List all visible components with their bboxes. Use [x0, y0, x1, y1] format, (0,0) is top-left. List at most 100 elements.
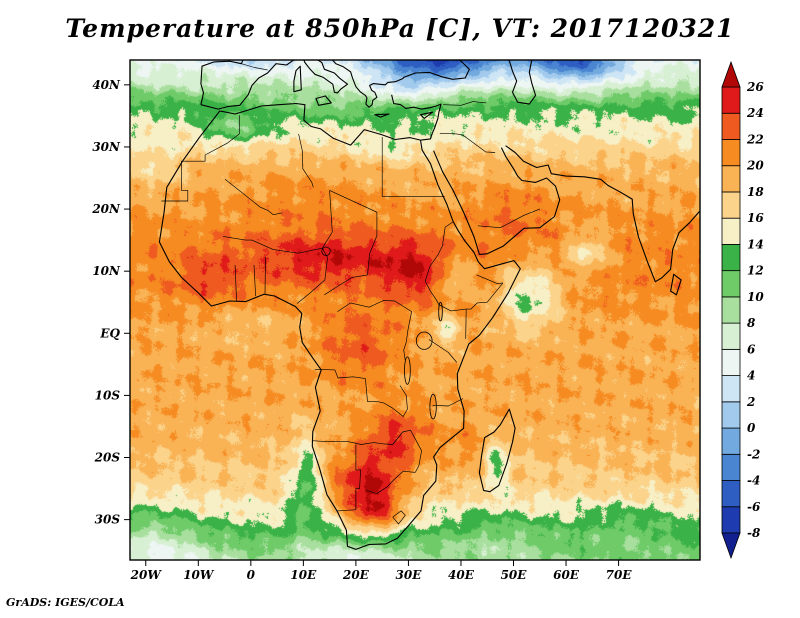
country-border [224, 179, 283, 216]
coastline-caspian [508, 60, 537, 105]
country-border [253, 264, 256, 297]
colorbar-cell-0-2 [721, 401, 741, 429]
coastline-iberia-atlantic [200, 60, 244, 105]
country-border [432, 398, 464, 407]
country-border [264, 256, 266, 294]
coastline-crete [374, 113, 390, 118]
colorbar-cell-18-20 [721, 165, 741, 193]
colorbar-arrow-bottom [721, 532, 741, 560]
y-tick-label-40N: 40N [92, 78, 121, 92]
y-tick-label-30S: 30S [95, 513, 121, 527]
x-tick-label-0: 0 [247, 568, 256, 582]
coastline-africa [158, 102, 521, 550]
colorbar-label-12: 12 [747, 264, 764, 278]
x-tick-label-20E: 20E [342, 568, 370, 582]
colorbar-label-8: 8 [747, 316, 756, 330]
colorbar-cell-24-26 [721, 86, 741, 114]
country-border [443, 101, 487, 106]
lake-turkana [438, 301, 443, 322]
colorbar-label-22: 22 [746, 133, 764, 147]
x-tick-label-70E: 70E [606, 568, 633, 582]
colorbar-cell-6-8 [721, 322, 741, 350]
colorbar-cell-14-16 [721, 217, 741, 245]
country-border [424, 244, 503, 312]
colorbar-label-18: 18 [747, 185, 764, 199]
colorbar-label--2: -2 [747, 447, 760, 461]
country-border [477, 208, 540, 229]
x-tick-label-50E: 50E [501, 568, 528, 582]
country-border [465, 309, 467, 339]
colorbar-label-6: 6 [747, 342, 756, 356]
x-tick-label-10W: 10W [183, 568, 215, 582]
country-border [329, 190, 378, 275]
country-border [392, 510, 406, 525]
country-border [439, 132, 496, 153]
colorbar-cell-22-24 [721, 112, 741, 140]
y-tick-label-10S: 10S [95, 388, 121, 402]
colorbar-label-24: 24 [746, 106, 764, 120]
colorbar-cell-2-4 [721, 375, 741, 403]
map-lines [158, 60, 700, 550]
temperature-field-canvas [130, 60, 700, 560]
colorbar-label-20: 20 [746, 159, 764, 173]
y-tick-label-10N: 10N [92, 264, 121, 278]
colorbar-label-10: 10 [747, 290, 764, 304]
country-border [324, 274, 368, 296]
colorbar-cell--6--4 [721, 480, 741, 508]
colorbar-cell-12-14 [721, 244, 741, 272]
plot-frame [129, 59, 701, 561]
country-border [476, 274, 504, 284]
country-border [442, 221, 454, 245]
colorbar-label-16: 16 [747, 211, 764, 225]
coastline-arabia [433, 147, 561, 255]
x-tick-label-40E: 40E [448, 568, 475, 582]
country-border [410, 430, 422, 473]
colorbar-cell--2-0 [721, 427, 741, 455]
country-border [312, 440, 384, 445]
attribution-text: GrADS: IGES/COLA [6, 596, 125, 609]
coastline-madagascar [478, 408, 516, 493]
country-border [337, 300, 412, 361]
y-tick-label-20N: 20N [91, 202, 121, 216]
coastline-levant-turkey [391, 94, 442, 141]
page-title: Temperature at 850hPa [C], VT: 201712032… [65, 14, 735, 43]
coastline-cyprus [419, 111, 434, 119]
lake-tanganyika [404, 356, 411, 385]
colorbar-cell-8-10 [721, 296, 741, 324]
colorbar-arrow-top [721, 60, 741, 88]
colorbar-cell--4--2 [721, 453, 741, 481]
country-border [366, 470, 416, 494]
coastline-sri-lanka [670, 273, 682, 296]
country-border [298, 133, 314, 188]
y-tick-label-30N: 30N [92, 140, 121, 154]
colorbar-label-14: 14 [747, 237, 764, 251]
x-tick-label-10E: 10E [290, 568, 317, 582]
x-tick-label-30E: 30E [396, 568, 423, 582]
colorbar-label-26: 26 [746, 80, 764, 94]
country-border [337, 444, 361, 512]
country-border [376, 385, 408, 417]
colorbar-label-2: 2 [746, 395, 755, 409]
country-border [296, 190, 333, 304]
lake-chad [321, 246, 331, 257]
lake-malawi [429, 393, 437, 420]
colorbar-label-4: 4 [747, 369, 755, 383]
coastline-mediterranean-europe [200, 60, 470, 110]
country-border [222, 236, 323, 254]
colorbar-label--8: -8 [747, 526, 761, 540]
colorbar-cell-16-18 [721, 191, 741, 219]
colorbar-cell-20-22 [721, 139, 741, 167]
coastline-iran-india [505, 145, 700, 283]
country-border [428, 339, 458, 363]
country-border [161, 115, 240, 202]
country-border [383, 429, 411, 445]
colorbar-cell-10-12 [721, 270, 741, 298]
country-border [234, 264, 237, 302]
colorbar-label--4: -4 [747, 474, 760, 488]
lake-victoria [415, 331, 433, 350]
colorbar-label--6: -6 [747, 500, 761, 514]
coastline-sicily [315, 95, 332, 106]
country-border [314, 368, 377, 402]
